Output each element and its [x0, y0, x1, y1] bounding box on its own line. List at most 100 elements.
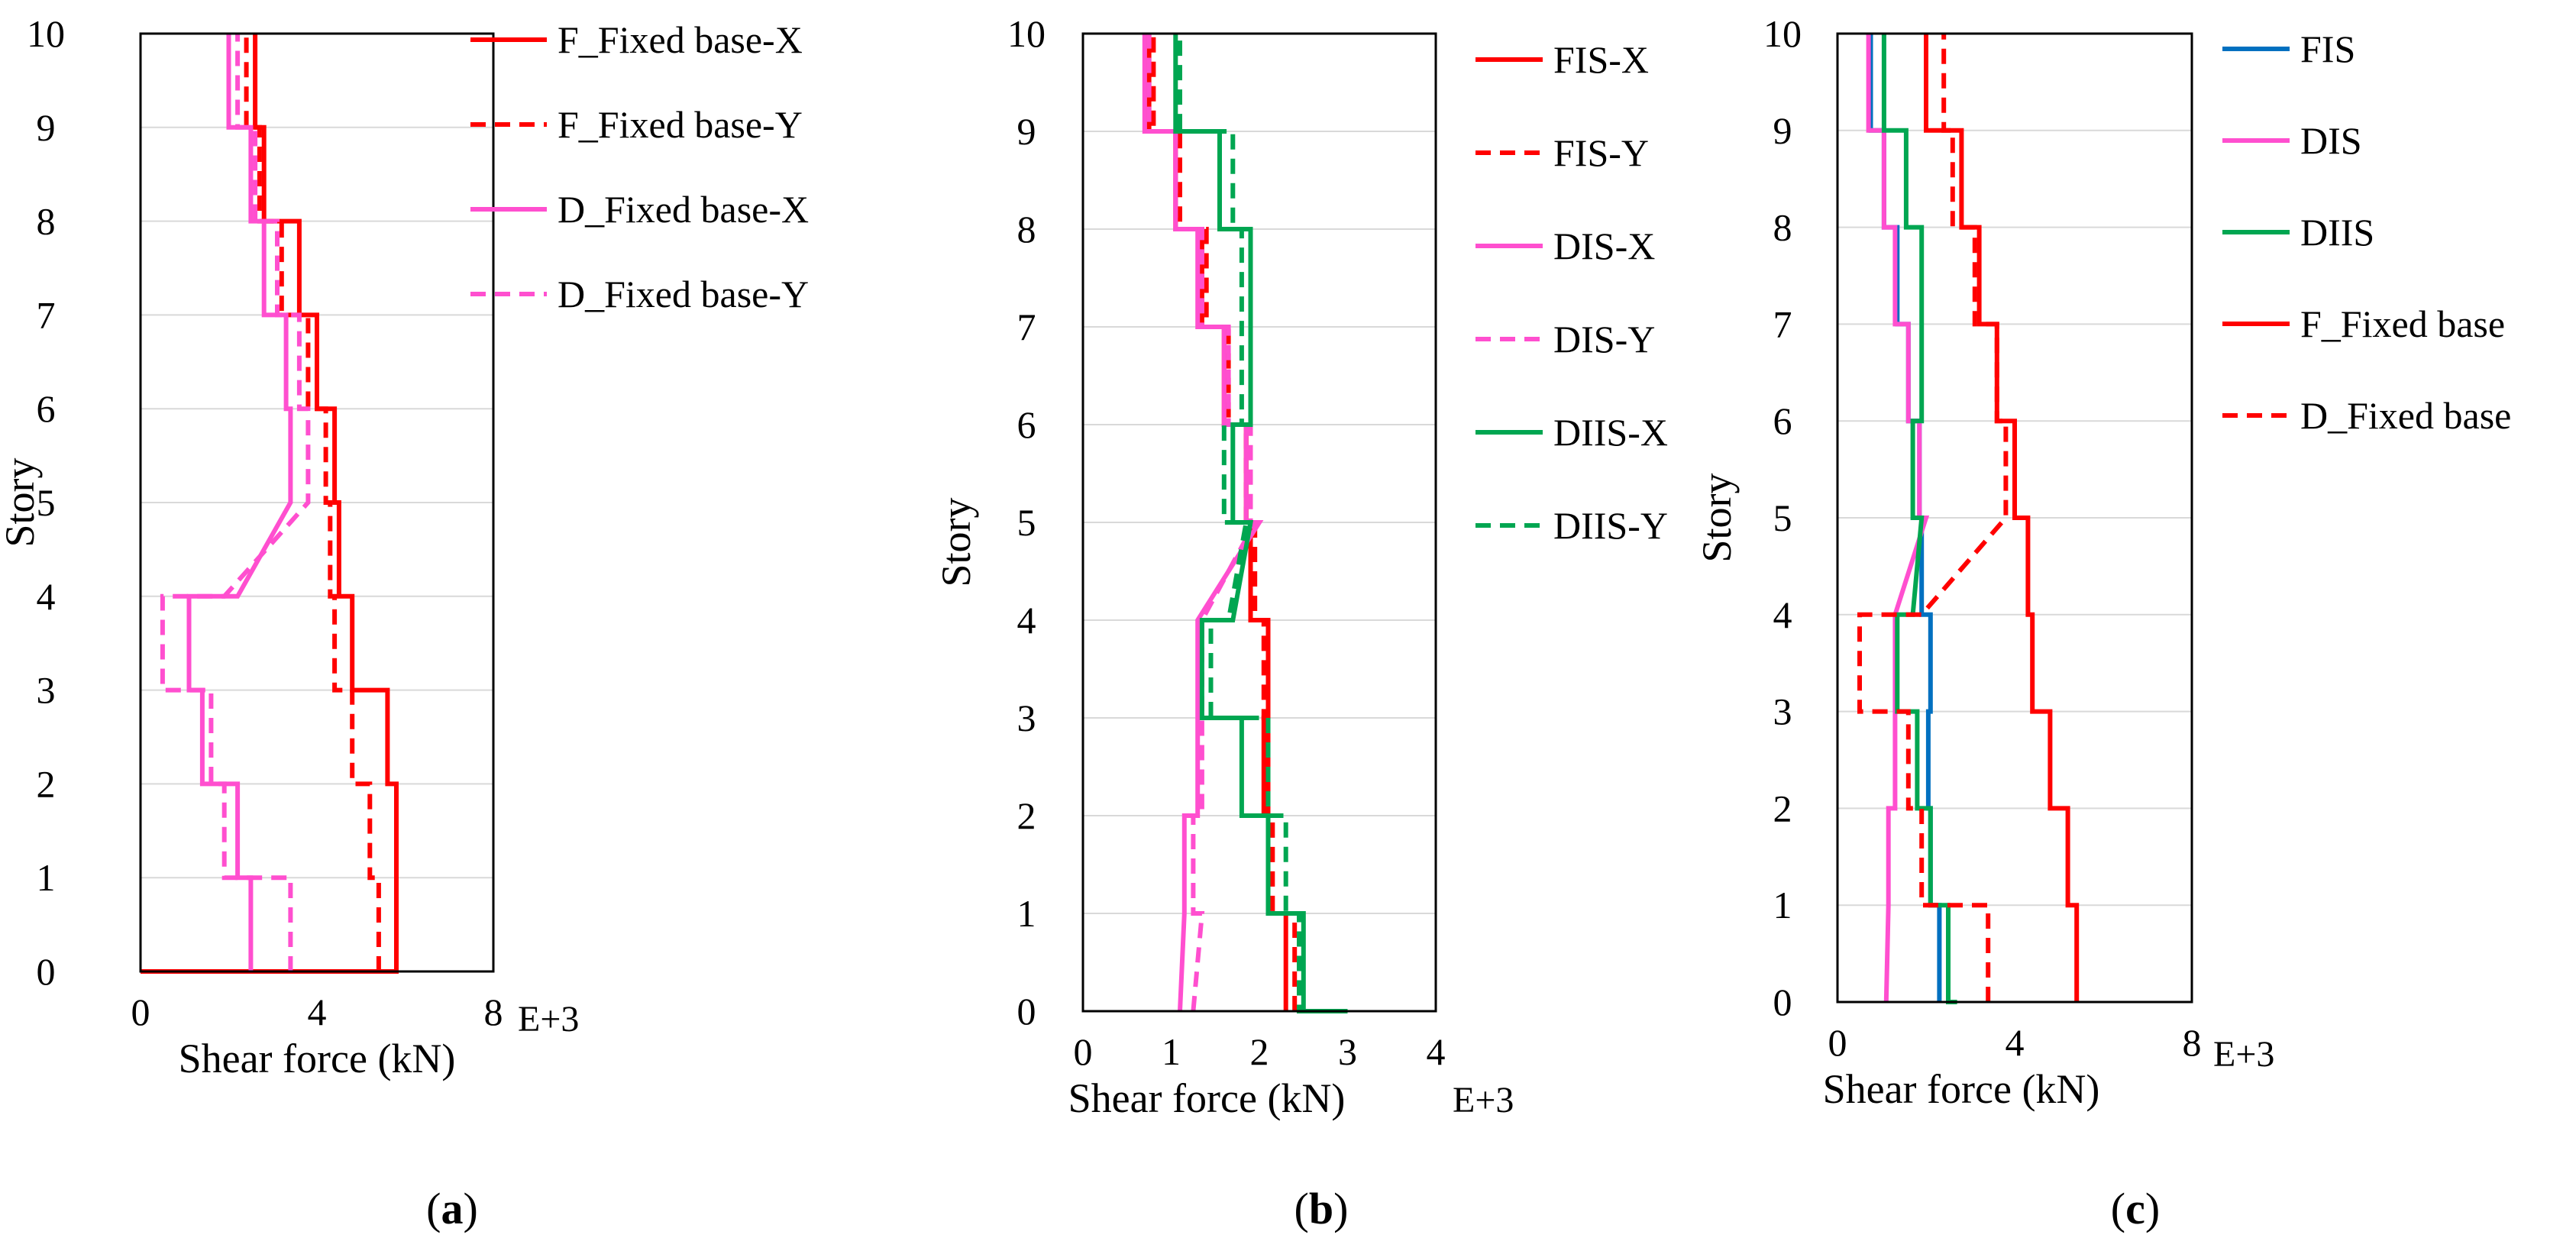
panel-b-legend-label: DIS-X: [1553, 225, 1655, 267]
panel-a-y-ticks: 0 1 2 3 4 5 6 7 8 9 10: [27, 12, 65, 993]
panel-b: 0 1 2 3 4 5 6 7 8 9 10 0 1 2 3 4 Story Shear force (kN…: [933, 12, 1668, 1233]
panel-c-y-tick-label: 5: [1773, 496, 1792, 539]
panel-b-y-tick-label: 2: [1017, 794, 1036, 837]
panel-a-label-letter: a: [441, 1184, 464, 1233]
panel-a-x-multiplier: E+3: [518, 999, 579, 1039]
panel-b-legend-label: DIS-Y: [1553, 318, 1655, 360]
panel-c-x-tick-label: 4: [2006, 1021, 2025, 1064]
panel-c-legend-label: F_Fixed base: [2300, 302, 2505, 345]
panel-c-legend-label: D_Fixed base: [2300, 394, 2511, 437]
panel-b-series: [1142, 34, 1348, 1013]
panel-b-y-ticks: 0 1 2 3 4 5 6 7 8 9 10: [1007, 12, 1046, 1033]
panel-c-legend-label: DIS: [2300, 119, 2362, 162]
panel-b-label: (b): [1294, 1184, 1349, 1233]
panel-a-y-tick-label: 1: [37, 856, 56, 899]
panel-b-y-tick-label: 5: [1017, 501, 1036, 544]
panel-a-label-open: (: [426, 1184, 441, 1233]
panel-c-y-tick-label: 0: [1773, 981, 1792, 1023]
panel-b-legend: FIS-X FIS-Y DIS-X DIS-Y DIIS-X DIIS-Y: [1475, 38, 1668, 547]
panel-a-y-tick-label: 7: [37, 293, 56, 336]
panel-c-label-close: ): [2145, 1184, 2160, 1233]
panel-c-x-axis-label: Shear force (kN): [1823, 1066, 2100, 1112]
panel-a-x-ticks: 0 4 8: [131, 991, 503, 1033]
panel-c-legend-label: FIS: [2300, 27, 2355, 70]
panel-a-y-axis-label: Story: [0, 457, 43, 547]
panel-a-x-tick-label: 8: [484, 991, 503, 1033]
panel-a-y-tick-label: 6: [37, 387, 56, 430]
panel-a-x-tick-label: 4: [308, 991, 327, 1033]
panel-a-label: (a): [426, 1184, 478, 1233]
panel-a-y-tick-label: 9: [37, 106, 56, 149]
panel-a-legend-label: D_Fixed base-X: [558, 188, 809, 231]
panel-b-y-tick-label: 1: [1017, 892, 1036, 935]
panel-c-y-ticks: 0 1 2 3 4 5 6 7 8 9 10: [1763, 12, 1802, 1023]
panel-b-x-multiplier: E+3: [1453, 1080, 1514, 1120]
panel-b-legend-label: FIS-Y: [1553, 131, 1649, 174]
panel-b-y-tick-label: 0: [1017, 990, 1036, 1033]
panel-c-y-tick-label: 6: [1773, 399, 1792, 442]
panel-b-legend-label: DIIS-Y: [1553, 504, 1668, 547]
panel-a-legend-label: F_Fixed base-Y: [558, 103, 803, 146]
panel-a-y-tick-label: 2: [37, 762, 56, 805]
panel-b-x-tick-label: 4: [1427, 1030, 1446, 1073]
panel-b-label-letter: b: [1309, 1184, 1333, 1233]
panel-b-x-axis-label: Shear force (kN): [1068, 1075, 1346, 1121]
panel-c-y-tick-label: 7: [1773, 302, 1792, 345]
panel-b-y-axis-label: Story: [933, 497, 979, 587]
panel-a-legend-label: F_Fixed base-X: [558, 18, 803, 61]
panel-b-label-open: (: [1294, 1184, 1309, 1233]
panel-b-y-tick-label: 7: [1017, 305, 1036, 348]
panel-c-series-line: [1881, 34, 1957, 1004]
panel-b-y-tick-label: 9: [1017, 110, 1036, 153]
panel-a-series: [141, 34, 399, 974]
panel-c-y-tick-label: 4: [1773, 593, 1792, 636]
panel-b-y-tick-label: 10: [1007, 12, 1046, 55]
panel-c-x-ticks: 0 4 8: [1828, 1021, 2202, 1064]
panel-b-legend-label: FIS-X: [1553, 38, 1649, 81]
panel-b-x-tick-label: 3: [1338, 1030, 1357, 1073]
panel-a-plot-frame: [139, 32, 495, 973]
panel-a-y-tick-label: 4: [37, 575, 56, 618]
panel-c-y-tick-label: 3: [1773, 690, 1792, 733]
panel-a-x-axis-label: Shear force (kN): [179, 1036, 456, 1081]
panel-c-x-tick-label: 8: [2183, 1021, 2202, 1064]
panel-c-series: [1857, 34, 2080, 1004]
panel-b-x-tick-label: 1: [1162, 1030, 1181, 1073]
panel-a-y-tick-label: 5: [37, 481, 56, 524]
panel-b-label-close: ): [1333, 1184, 1348, 1233]
panel-b-y-tick-label: 8: [1017, 208, 1036, 251]
panel-c-plot-frame: [1836, 32, 2193, 1004]
panel-c-y-tick-label: 8: [1773, 206, 1792, 249]
panel-c-y-axis-label: Story: [1694, 473, 1740, 562]
panel-b-y-tick-label: 6: [1017, 403, 1036, 446]
panel-a-y-tick-label: 3: [37, 669, 56, 712]
panel-b-series-line: [1178, 34, 1308, 1013]
panel-a-legend: F_Fixed base-X F_Fixed base-Y D_Fixed base…: [470, 18, 809, 315]
panel-c-legend: FIS DIS DIIS F_Fixed base D_Fixed base: [2222, 27, 2511, 437]
panel-a-y-tick-label: 10: [27, 12, 65, 55]
panel-b-x-ticks: 0 1 2 3 4: [1074, 1030, 1446, 1073]
panel-c-label-open: (: [2111, 1184, 2125, 1233]
panel-b-y-tick-label: 4: [1017, 599, 1036, 642]
panel-c-y-tick-label: 2: [1773, 787, 1792, 829]
panel-c-x-tick-label: 0: [1828, 1021, 1847, 1064]
panel-a-x-tick-label: 0: [131, 991, 150, 1033]
panel-b-legend-label: DIIS-X: [1553, 411, 1668, 454]
panel-a-y-tick-label: 8: [37, 200, 56, 243]
panel-a-gridlines: [141, 33, 493, 972]
panel-a-series-line: [186, 34, 293, 971]
panel-c-label-letter: c: [2125, 1184, 2145, 1233]
panel-c-x-multiplier: E+3: [2213, 1034, 2274, 1075]
panel-c-y-tick-label: 9: [1773, 109, 1792, 152]
panel-a-y-tick-label: 0: [37, 950, 56, 993]
panel-c-y-tick-label: 10: [1763, 12, 1802, 55]
panel-b-series-line: [1173, 34, 1348, 1013]
panel-c-label: (c): [2111, 1184, 2160, 1233]
panel-b-plot-frame: [1081, 32, 1437, 1013]
panel-a-label-close: ): [464, 1184, 478, 1233]
panel-c-legend-label: DIIS: [2300, 211, 2374, 254]
panel-a-series-line: [160, 34, 311, 971]
